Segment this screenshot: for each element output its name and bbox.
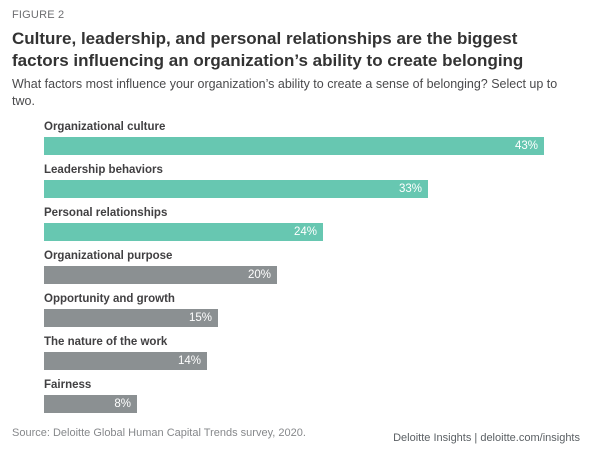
bar: 15%	[44, 308, 218, 327]
chart-row: The nature of the work 14%	[44, 336, 580, 370]
bar-chart: Organizational culture 43% Leadership beha…	[44, 121, 580, 413]
bar-value-label: 33%	[398, 182, 422, 195]
chart-row: Leadership behaviors 33%	[44, 164, 580, 198]
chart-row: Organizational culture 43%	[44, 121, 580, 155]
bar: 14%	[44, 351, 207, 370]
figure-label: FIGURE 2	[12, 9, 65, 21]
bar-category-label: Organizational culture	[44, 120, 166, 133]
chart-row: Organizational purpose 20%	[44, 250, 580, 284]
bar-category-label: Leadership behaviors	[44, 163, 163, 176]
chart-row: Personal relationships 24%	[44, 207, 580, 241]
deloitte-insights-footer: Deloitte Insights | deloitte.com/insight…	[393, 432, 580, 444]
bar-category-label: Fairness	[44, 378, 92, 391]
bar: 43%	[44, 136, 544, 155]
bar-value-label: 43%	[514, 139, 538, 152]
bar: 8%	[44, 394, 137, 413]
bar-value-label: 8%	[114, 397, 131, 410]
bar-value-label: 15%	[188, 311, 212, 324]
source-note: Source: Deloitte Global Human Capital Tr…	[12, 426, 306, 439]
bar-value-label: 14%	[177, 354, 201, 367]
bar-category-label: Organizational purpose	[44, 249, 173, 262]
bar-value-label: 20%	[247, 268, 271, 281]
chart-row: Opportunity and growth 15%	[44, 293, 580, 327]
bar-category-label: The nature of the work	[44, 335, 168, 348]
chart-subtitle: What factors most influence your organiz…	[12, 77, 558, 109]
chart-row: Fairness 8%	[44, 379, 580, 413]
bar-category-label: Personal relationships	[44, 206, 168, 219]
chart-title: Culture, leadership, and personal relati…	[12, 29, 524, 71]
bar: 20%	[44, 265, 277, 284]
bar: 24%	[44, 222, 323, 241]
bar-value-label: 24%	[293, 225, 317, 238]
bar: 33%	[44, 179, 428, 198]
bar-category-label: Opportunity and growth	[44, 292, 175, 305]
